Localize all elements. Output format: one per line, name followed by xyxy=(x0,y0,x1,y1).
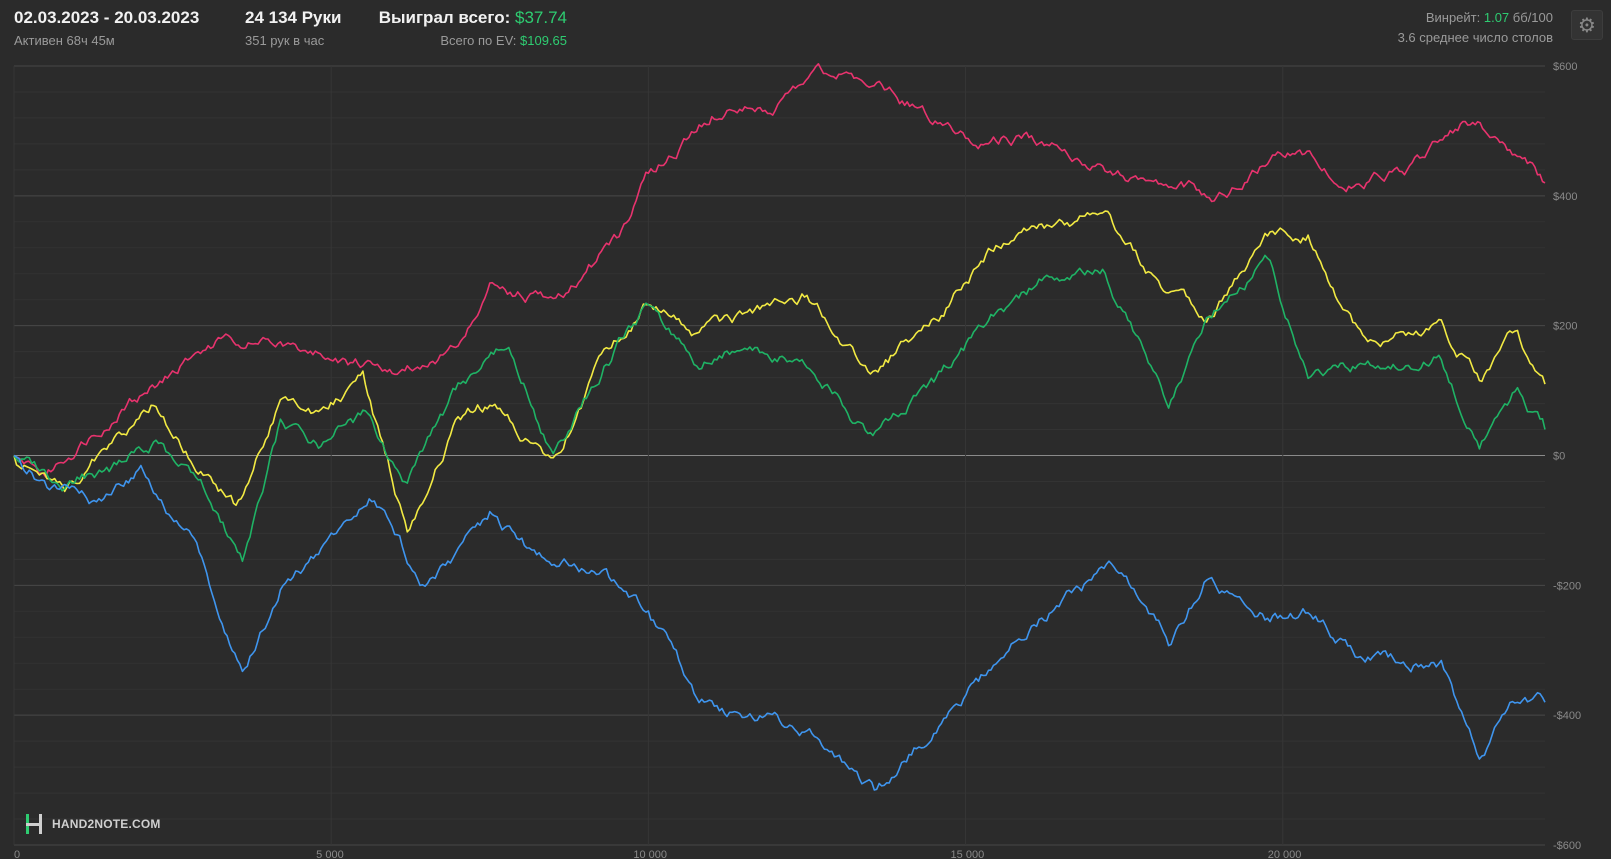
y-tick-label: $200 xyxy=(1553,321,1577,333)
won-label: Выиграл всего: xyxy=(378,8,511,27)
y-tick-label: -$200 xyxy=(1553,580,1581,592)
ev-label: Всего по EV: xyxy=(440,33,517,48)
date-block: 02.03.2023 - 20.03.2023 Активен 68ч 45м xyxy=(14,8,199,48)
hands-block: 24 134 Руки 351 рук в час xyxy=(245,8,341,48)
winrate-label: Винрейт: xyxy=(1425,10,1481,25)
winnings-block: Выиграл всего: $37.74 Всего по EV: $109.… xyxy=(360,8,567,48)
winrate-unit: бб/100 xyxy=(1512,10,1553,25)
x-tick-label: 20 000 xyxy=(1268,849,1302,859)
series-line xyxy=(13,210,1546,533)
y-tick-label: $600 xyxy=(1553,61,1577,73)
gear-icon[interactable]: ⚙ xyxy=(1571,10,1603,40)
avg-tables: 3.6 среднее число столов xyxy=(1397,30,1553,45)
x-tick-label: 5 000 xyxy=(316,849,344,859)
ev-total: Всего по EV: $109.65 xyxy=(360,33,567,48)
logo-text: HAND2NOTE.COM xyxy=(52,817,161,831)
logo: HAND2NOTE.COM xyxy=(24,813,161,835)
y-tick-label: -$600 xyxy=(1553,840,1581,852)
summary-header: 02.03.2023 - 20.03.2023 Активен 68ч 45м … xyxy=(0,0,1611,60)
active-time: Активен 68ч 45м xyxy=(14,33,115,48)
y-tick-label: $400 xyxy=(1553,191,1577,203)
series-line xyxy=(13,454,1546,791)
hand2note-logo-icon xyxy=(26,814,42,834)
y-tick-label: -$400 xyxy=(1553,710,1581,722)
x-tick-label: 10 000 xyxy=(633,849,667,859)
hands-per-hour: 351 рук в час xyxy=(245,33,325,48)
date-range: 02.03.2023 - 20.03.2023 xyxy=(14,8,200,27)
won-total: Выиграл всего: $37.74 xyxy=(360,8,567,28)
x-tick-label: 0 xyxy=(14,849,20,859)
winrate-value: 1.07 xyxy=(1483,10,1510,25)
hands-count: 24 134 Руки xyxy=(245,8,342,27)
x-tick-label: 15 000 xyxy=(951,849,985,859)
series-line xyxy=(13,62,1546,478)
won-value: $37.74 xyxy=(515,8,567,27)
winrate: Винрейт: 1.07 бб/100 xyxy=(1398,10,1553,25)
y-tick-label: $0 xyxy=(1553,451,1565,463)
series-line xyxy=(13,254,1546,563)
ev-value: $109.65 xyxy=(520,33,567,48)
winrate-block: Винрейт: 1.07 бб/100 3.6 среднее число с… xyxy=(1398,10,1553,50)
